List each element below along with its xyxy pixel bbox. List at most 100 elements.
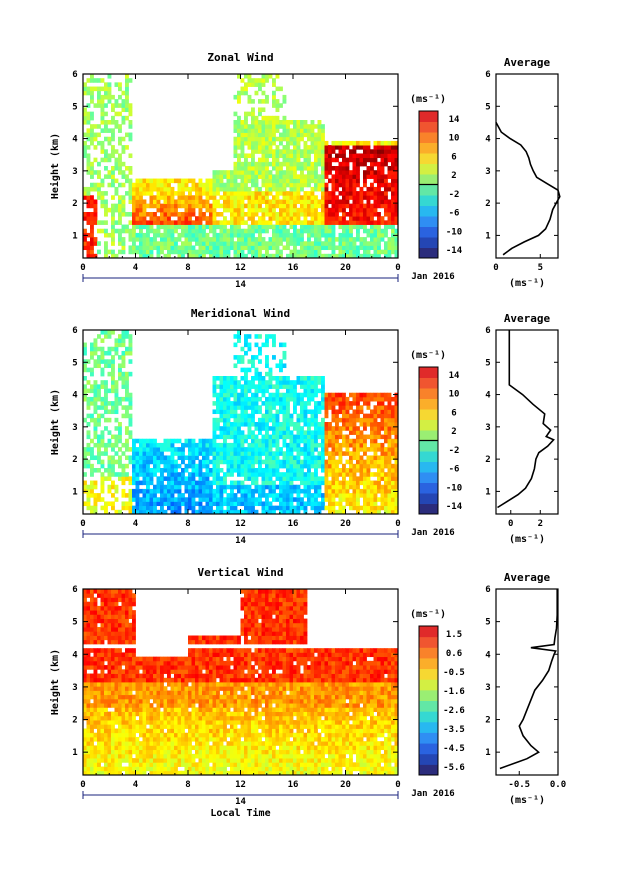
heatmap-cell bbox=[359, 245, 364, 251]
heatmap-cell bbox=[387, 422, 392, 427]
heatmap-cell bbox=[240, 472, 245, 477]
heatmap-cell bbox=[198, 468, 203, 473]
heatmap-cell bbox=[247, 417, 252, 423]
heatmap-cell bbox=[111, 468, 115, 473]
heatmap-cell bbox=[104, 635, 108, 641]
heatmap-cell bbox=[359, 220, 364, 225]
heatmap-cell bbox=[275, 493, 280, 498]
heatmap-cell bbox=[111, 686, 115, 691]
heatmap-cell bbox=[345, 145, 350, 150]
heatmap-cell bbox=[300, 232, 304, 238]
heatmap-cell bbox=[156, 191, 161, 196]
heatmap-cell bbox=[391, 182, 395, 188]
heatmap-cell bbox=[380, 392, 385, 398]
heatmap-cell bbox=[380, 249, 385, 255]
heatmap-cell bbox=[86, 253, 91, 259]
heatmap-cell bbox=[118, 128, 122, 133]
heatmap-cell bbox=[125, 371, 129, 377]
heatmap-cell bbox=[226, 232, 231, 238]
heatmap-cell bbox=[317, 232, 322, 238]
heatmap-cell bbox=[111, 145, 115, 150]
heatmap-cell bbox=[121, 380, 126, 385]
heatmap-cell bbox=[293, 455, 297, 461]
heatmap-cell bbox=[114, 203, 119, 209]
heatmap-cell bbox=[163, 497, 168, 502]
heatmap-cell bbox=[128, 497, 133, 502]
heatmap-cell bbox=[93, 631, 98, 636]
heatmap-cell bbox=[86, 648, 91, 653]
heatmap-cell bbox=[363, 417, 367, 423]
heatmap-cell bbox=[104, 253, 108, 259]
heatmap-cell bbox=[212, 241, 217, 246]
heatmap-cell bbox=[202, 237, 206, 242]
heatmap-cell bbox=[237, 426, 241, 431]
heatmap-cell bbox=[279, 149, 283, 154]
heatmap-cell bbox=[300, 220, 304, 225]
heatmap-cell bbox=[261, 199, 266, 205]
heatmap-cell bbox=[293, 253, 297, 259]
heatmap-cell bbox=[296, 459, 301, 465]
heatmap-cell bbox=[324, 245, 329, 251]
heatmap-cell bbox=[111, 593, 115, 598]
heatmap-cell bbox=[314, 472, 318, 477]
heatmap-cell bbox=[279, 451, 283, 456]
heatmap-cell bbox=[391, 232, 395, 238]
heatmap-cell bbox=[265, 426, 269, 431]
heatmap-cell bbox=[240, 90, 245, 96]
heatmap-cell bbox=[202, 182, 206, 188]
heatmap-cell bbox=[247, 384, 252, 389]
heatmap-cell bbox=[261, 376, 266, 381]
heatmap-cell bbox=[282, 182, 287, 188]
heatmap-cell bbox=[111, 212, 115, 217]
heatmap-cell bbox=[370, 480, 374, 486]
heatmap-cell bbox=[93, 434, 98, 440]
heatmap-cell bbox=[338, 249, 343, 255]
heatmap-cell bbox=[100, 694, 105, 700]
heatmap-cell bbox=[181, 497, 185, 502]
heatmap-cell bbox=[209, 505, 213, 511]
heatmap-cell bbox=[380, 220, 385, 225]
heatmap-cell bbox=[370, 153, 374, 159]
heatmap-cell bbox=[314, 153, 318, 159]
heatmap-cell bbox=[114, 639, 119, 645]
heatmap-cell bbox=[184, 249, 189, 255]
heatmap-cell bbox=[261, 422, 266, 427]
heatmap-cell bbox=[93, 199, 98, 205]
heatmap-cell bbox=[86, 463, 91, 469]
heatmap-cell bbox=[286, 476, 290, 481]
heatmap-cell bbox=[118, 157, 122, 163]
heatmap-cell bbox=[205, 191, 210, 196]
heatmap-cell bbox=[272, 509, 276, 515]
heatmap-cell bbox=[314, 384, 318, 389]
heatmap-cell bbox=[265, 191, 269, 196]
heatmap-cell bbox=[303, 451, 308, 456]
heatmap-cell bbox=[216, 484, 220, 490]
heatmap-cell bbox=[300, 149, 304, 154]
heatmap-cell bbox=[247, 451, 252, 456]
heatmap-cell bbox=[86, 90, 91, 96]
heatmap-cell bbox=[373, 232, 378, 238]
heatmap-cell bbox=[111, 249, 115, 255]
heatmap-cell bbox=[223, 253, 227, 259]
heatmap-cell bbox=[216, 396, 220, 402]
heatmap-cell bbox=[282, 413, 287, 419]
heatmap-cell bbox=[335, 459, 339, 465]
heatmap-cell bbox=[86, 103, 91, 108]
heatmap-cell bbox=[114, 766, 119, 772]
heatmap-cell bbox=[324, 476, 329, 481]
heatmap-cell bbox=[254, 195, 259, 200]
heatmap-cell bbox=[125, 376, 129, 381]
heatmap-cell bbox=[121, 174, 126, 179]
heatmap-cell bbox=[202, 472, 206, 477]
heatmap-cell bbox=[377, 409, 381, 415]
heatmap-cell bbox=[167, 484, 171, 490]
heatmap-cell bbox=[244, 380, 248, 385]
heatmap-cell bbox=[198, 459, 203, 465]
heatmap-cell bbox=[153, 199, 157, 205]
heatmap-cell bbox=[356, 170, 360, 175]
heatmap-cell bbox=[83, 610, 87, 615]
heatmap-cell bbox=[366, 392, 371, 398]
heatmap-cell bbox=[111, 376, 115, 381]
heatmap-cell bbox=[331, 237, 336, 242]
heatmap-cell bbox=[286, 232, 290, 238]
